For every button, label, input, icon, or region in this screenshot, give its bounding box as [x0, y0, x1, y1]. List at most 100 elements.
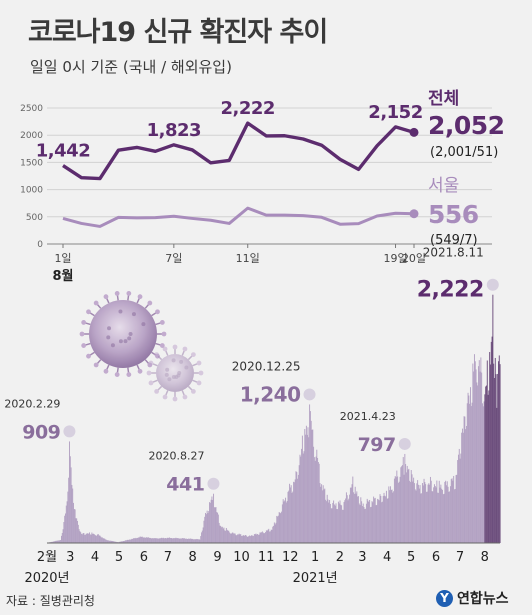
daily-bar [337, 509, 339, 543]
daily-bar [64, 515, 66, 543]
daily-bar [197, 539, 199, 543]
x-tick-label: 7일 [165, 251, 182, 265]
daily-bar [141, 536, 143, 543]
daily-bar [233, 533, 235, 543]
daily-bar [54, 541, 56, 543]
daily-bar [189, 538, 191, 543]
daily-bar [289, 483, 291, 543]
daily-bar [244, 535, 246, 543]
annotation-marker [207, 477, 220, 490]
daily-bar [121, 541, 122, 543]
daily-bar [258, 534, 260, 543]
daily-bar [72, 488, 74, 543]
daily-bar [78, 529, 80, 543]
daily-bar [270, 529, 272, 543]
daily-bar [387, 498, 389, 543]
daily-bar [377, 499, 379, 543]
daily-bar [169, 537, 171, 543]
daily-bar [393, 478, 395, 543]
daily-bar [463, 416, 465, 543]
daily-bar [422, 485, 424, 543]
daily-bar [162, 537, 164, 543]
daily-bar [213, 493, 215, 543]
daily-bar [401, 466, 403, 543]
daily-bar [273, 522, 275, 543]
month-tick-label: 2 [336, 550, 344, 565]
month-tick-label: 9 [213, 550, 221, 565]
daily-bar [307, 427, 309, 543]
end-value-label: 556 [428, 200, 479, 229]
daily-bar [204, 516, 206, 543]
month-tick-label: 5 [115, 550, 123, 565]
daily-bar [120, 541, 122, 543]
daily-bar [323, 489, 325, 543]
daily-bar [294, 479, 296, 543]
daily-bar [458, 448, 460, 543]
daily-bar [276, 515, 278, 543]
daily-bar [322, 485, 324, 543]
daily-bar [180, 538, 182, 543]
daily-bar [196, 538, 198, 543]
daily-bar [429, 484, 431, 543]
daily-bar [167, 537, 169, 543]
daily-bar [188, 538, 190, 543]
daily-bar [129, 539, 130, 543]
daily-bar [321, 490, 323, 543]
month-tick-label: 7 [456, 550, 464, 565]
daily-bar [91, 532, 93, 543]
daily-bar [184, 538, 186, 543]
daily-bar [293, 482, 295, 543]
daily-bar [261, 531, 263, 543]
daily-bar [53, 541, 54, 543]
daily-bar [166, 537, 168, 543]
daily-bar [452, 480, 454, 543]
daily-bar [409, 480, 411, 543]
daily-bar [413, 477, 415, 543]
daily-bar [129, 539, 131, 543]
daily-bar [269, 531, 271, 543]
daily-bar [152, 538, 154, 543]
daily-bar [313, 446, 315, 543]
daily-bar [61, 535, 62, 543]
daily-bar [313, 457, 315, 543]
daily-bar [277, 516, 279, 543]
daily-bar [148, 537, 150, 543]
daily-bar [101, 537, 102, 543]
daily-bar [121, 541, 123, 543]
daily-bar [403, 474, 405, 543]
daily-bar [227, 530, 229, 543]
daily-bar [77, 524, 79, 543]
data-label: 1,823 [147, 120, 201, 141]
daily-bar [315, 456, 317, 543]
daily-bar [346, 495, 348, 543]
daily-bar [314, 460, 316, 543]
daily-bar [317, 462, 319, 543]
daily-bar [397, 476, 399, 543]
daily-bar [205, 514, 207, 543]
daily-bar [190, 538, 192, 543]
x-tick-label: 11일 [236, 251, 260, 265]
daily-bar [354, 486, 356, 543]
daily-bar [377, 498, 379, 543]
daily-bar [398, 481, 400, 543]
daily-bar [283, 501, 285, 543]
daily-bar [52, 541, 54, 543]
month-tick-label: 12 [282, 550, 299, 565]
daily-bar [239, 534, 241, 543]
daily-bar [401, 465, 403, 543]
daily-bar [396, 470, 398, 543]
daily-bar [460, 453, 462, 543]
daily-bar [328, 502, 330, 543]
daily-bar [194, 539, 196, 543]
daily-bar [144, 537, 146, 543]
annotation-date: 2021.8.11 [423, 246, 484, 260]
daily-bar [485, 385, 487, 543]
daily-bar [419, 485, 421, 543]
month-tick-label: 11 [258, 550, 275, 565]
annotation-value: 2,222 [417, 278, 484, 303]
daily-bar [357, 496, 359, 543]
daily-bar [490, 341, 492, 543]
daily-bar [210, 499, 212, 543]
daily-bar [394, 476, 396, 543]
month-tick-label: 3 [66, 550, 74, 565]
